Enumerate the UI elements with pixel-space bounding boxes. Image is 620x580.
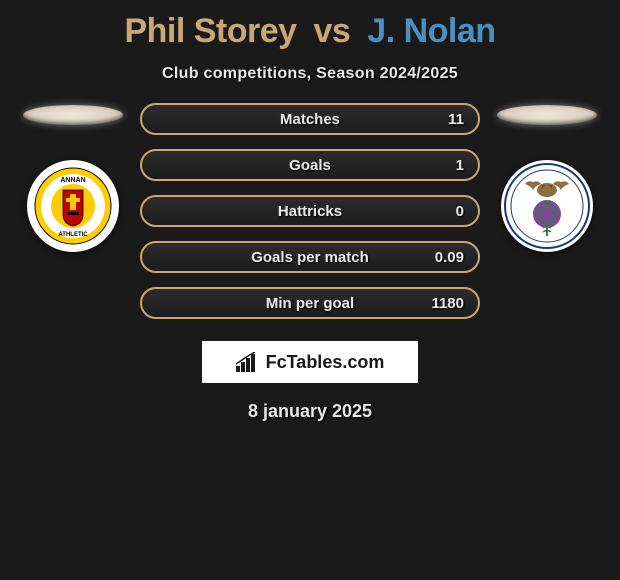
- right-side: [492, 103, 602, 252]
- left-side: ANNAN ATHLETIC: [18, 103, 128, 252]
- stat-label: Hattricks: [278, 203, 342, 220]
- player2-name: J. Nolan: [367, 12, 495, 50]
- annan-crest-svg: ANNAN ATHLETIC: [33, 166, 113, 246]
- right-halo: [497, 105, 597, 125]
- stat-label: Matches: [280, 111, 340, 128]
- stat-bar-hattricks: Hattricks 0: [140, 195, 480, 227]
- inverness-crest-svg: [503, 162, 591, 250]
- svg-text:ATHLETIC: ATHLETIC: [58, 232, 88, 238]
- stat-bar-goals: Goals 1: [140, 149, 480, 181]
- stat-bar-min-per-goal: Min per goal 1180: [140, 287, 480, 319]
- stat-value: 1: [456, 157, 464, 174]
- stat-label: Min per goal: [266, 295, 354, 312]
- stat-bar-goals-per-match: Goals per match 0.09: [140, 241, 480, 273]
- stat-value: 0: [456, 203, 464, 220]
- left-halo: [23, 105, 123, 125]
- annan-athletic-crest: ANNAN ATHLETIC: [27, 160, 119, 252]
- subtitle: Club competitions, Season 2024/2025: [0, 65, 620, 83]
- stat-value: 1180: [431, 295, 464, 312]
- brand-text: FcTables.com: [266, 352, 385, 373]
- content-row: ANNAN ATHLETIC Matches 11 Goals 1 Hattri…: [0, 103, 620, 319]
- stat-value: 11: [448, 111, 464, 128]
- inverness-ct-crest: [501, 160, 593, 252]
- svg-text:ANNAN: ANNAN: [60, 177, 85, 184]
- stat-value: 0.09: [435, 249, 464, 266]
- stat-bar-matches: Matches 11: [140, 103, 480, 135]
- stat-label: Goals: [289, 157, 331, 174]
- stat-label: Goals per match: [251, 249, 369, 266]
- stat-bars: Matches 11 Goals 1 Hattricks 0 Goals per…: [140, 103, 480, 319]
- date-text: 8 january 2025: [0, 401, 620, 422]
- bar-chart-icon: [236, 352, 260, 372]
- comparison-title: Phil Storey vs J. Nolan: [0, 0, 620, 51]
- vs-label: vs: [314, 12, 351, 50]
- player1-name: Phil Storey: [124, 12, 296, 50]
- brand-box: FcTables.com: [202, 341, 418, 383]
